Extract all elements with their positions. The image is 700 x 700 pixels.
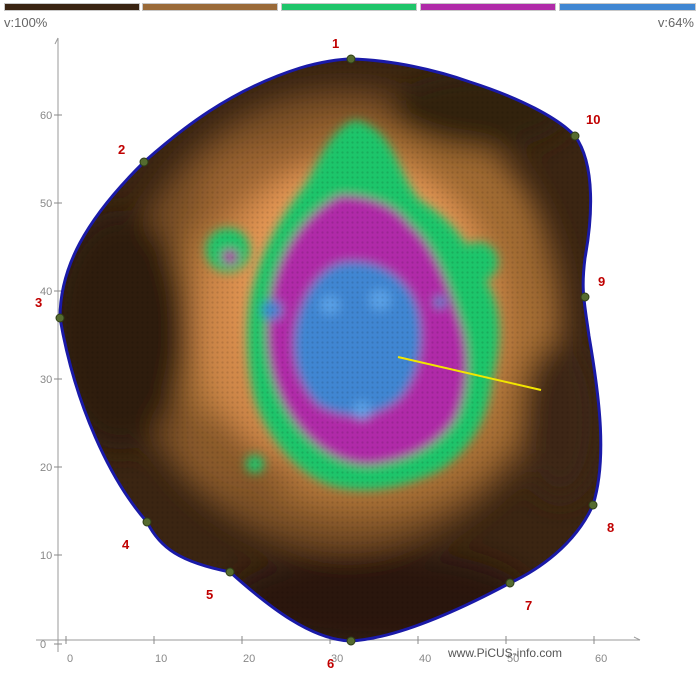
y-tick-label: 50 <box>40 198 52 210</box>
x-axis-arrow <box>633 636 641 641</box>
sensor-label-9: 9 <box>598 274 605 289</box>
legend-left-value: v:100% <box>4 15 48 30</box>
sensor-point-10 <box>570 131 580 141</box>
legend-swatch-dark-brown <box>4 3 140 11</box>
y-tick-label: 40 <box>40 286 52 298</box>
sensor-point-5 <box>225 567 235 577</box>
sensor-label-6: 6 <box>327 656 334 671</box>
legend-swatch-magenta <box>420 3 556 11</box>
legend-right-value: v:64% <box>657 15 694 30</box>
x-tick-label: 40 <box>419 653 431 665</box>
x-tick-label: 60 <box>595 653 607 665</box>
sensor-point-7 <box>505 578 515 588</box>
sensor-point-8 <box>588 500 598 510</box>
sensor-label-7: 7 <box>525 598 532 613</box>
x-tick-label: 10 <box>155 653 167 665</box>
sensor-label-4: 4 <box>122 537 130 552</box>
sensor-label-8: 8 <box>607 520 614 535</box>
yellow-measure-line <box>397 356 542 391</box>
sensor-point-4 <box>142 517 152 527</box>
legend-swatch-green <box>281 3 417 11</box>
sensor-label-5: 5 <box>206 587 213 602</box>
x-tick-label: 0 <box>67 653 73 665</box>
color-legend-bar <box>0 0 700 14</box>
sensor-label-1: 1 <box>332 36 339 51</box>
sensor-label-3: 3 <box>35 295 42 310</box>
sensor-point-1 <box>346 54 356 64</box>
footer-credit: www.PiCUS-info.com <box>448 646 563 660</box>
y-tick-label: 20 <box>40 462 52 474</box>
sensor-point-6 <box>346 636 356 646</box>
tree-cross-section <box>60 59 601 641</box>
y-tick-label: 10 <box>40 550 52 562</box>
sensor-points: 1 2 3 4 5 6 7 8 9 10 <box>35 36 614 671</box>
x-tick-label: 20 <box>243 653 255 665</box>
sensor-point-2 <box>139 157 149 167</box>
y-axis-arrow <box>54 37 59 45</box>
sensor-point-9 <box>580 292 590 302</box>
sensor-point-3 <box>55 313 65 323</box>
sensor-label-10: 10 <box>586 112 600 127</box>
trunk-outline <box>58 57 603 643</box>
legend-swatch-blue <box>559 3 696 11</box>
y-tick-label: 30 <box>40 374 52 386</box>
legend-swatch-light-brown <box>142 3 278 11</box>
y-tick-label: 0 <box>40 639 46 651</box>
sensor-label-2: 2 <box>118 142 125 157</box>
x-tick-label: 30 <box>331 653 343 665</box>
x-tick-label: 50 <box>507 653 519 665</box>
y-tick-label: 60 <box>40 110 52 122</box>
